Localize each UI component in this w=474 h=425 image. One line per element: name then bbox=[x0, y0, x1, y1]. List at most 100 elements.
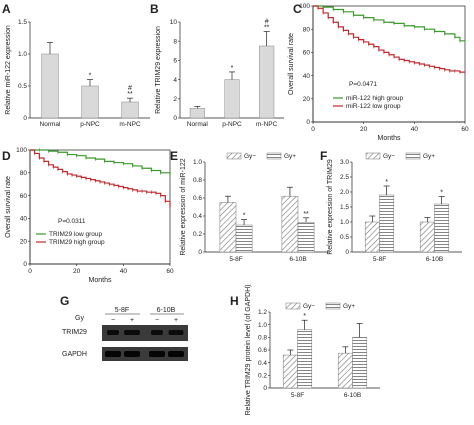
x-axis-label: Months bbox=[378, 135, 401, 142]
legend-swatch bbox=[266, 152, 282, 160]
survival-curve bbox=[313, 5, 465, 42]
panel-letter-c: C bbox=[293, 2, 302, 16]
y-axis-label: Overall survival rate bbox=[288, 33, 295, 95]
x-tick-label: 0 bbox=[311, 126, 315, 133]
panel-letter-a: A bbox=[2, 2, 11, 16]
chart-h-trim29-protein: 0 0.2 0.4 0.6 0.8 1.0 1.2 Relative TRIM29 prote… bbox=[245, 285, 380, 415]
y-tick-label: 80 bbox=[303, 26, 311, 33]
blot-row-label: TRIM29 bbox=[62, 329, 87, 336]
blot-lane-sign: − bbox=[111, 317, 115, 324]
x-tick-label: 0 bbox=[28, 268, 32, 275]
blot-lane-sign: + bbox=[130, 317, 134, 324]
x-tick-label: m-NPC bbox=[119, 121, 141, 128]
significance-mark: * bbox=[89, 73, 92, 80]
blot-band-gapdh bbox=[124, 351, 140, 357]
y-tick-label: 8 bbox=[173, 38, 177, 45]
survival-curve bbox=[313, 5, 465, 73]
y-axis-label: Relative expression of miR-122 bbox=[180, 158, 187, 255]
bar bbox=[297, 222, 315, 253]
bar bbox=[121, 101, 139, 119]
bar bbox=[81, 85, 99, 119]
y-tick-label: 20 bbox=[20, 238, 28, 245]
y-tick-label: 0 bbox=[263, 385, 267, 392]
x-tick-label: Normal bbox=[187, 121, 209, 128]
legend-swatch bbox=[365, 152, 381, 160]
legend-label: miR-122 low group bbox=[346, 103, 401, 110]
blot-row-label: GAPDH bbox=[62, 351, 87, 358]
y-tick-label: 0 bbox=[23, 261, 27, 268]
blot-group-label: 6-10B bbox=[157, 307, 176, 314]
blot-band-gapdh bbox=[105, 351, 121, 357]
blot-strip-gapdh bbox=[102, 347, 188, 361]
legend-label: miR-122 high group bbox=[346, 95, 403, 102]
chart-d-survival-trim29: 0 20 40 60 80 100 Overall survival rate 0 20 40 60… bbox=[5, 147, 174, 284]
bar bbox=[259, 45, 275, 119]
blot-lane-sign: + bbox=[174, 317, 178, 324]
chart-f-trim29-irradiation: 0 0.5 1.0 1.5 2.0 2.5 3.0 Relative expression o… bbox=[327, 152, 462, 263]
blot-band-trim29 bbox=[151, 330, 163, 335]
chart-b-trim29-expression: 0 2 4 6 8 10 Relative TRIM29 expression Normal *… bbox=[155, 19, 284, 128]
significance-mark: ** bbox=[264, 25, 270, 32]
y-tick-label: 100 bbox=[16, 147, 27, 154]
panel-letter-b: B bbox=[150, 2, 159, 16]
x-tick-label: 60 bbox=[461, 126, 469, 133]
significance-mark: # bbox=[265, 19, 269, 26]
blot-band-gapdh bbox=[168, 351, 184, 357]
significance-mark: * bbox=[243, 213, 246, 220]
legend-label: Gy− bbox=[244, 153, 256, 160]
blot-group-label: 5-8F bbox=[115, 307, 129, 314]
legend-label: Gy− bbox=[383, 153, 395, 160]
significance-mark: ** bbox=[127, 91, 133, 98]
x-tick-label: 40 bbox=[411, 126, 419, 133]
y-tick-label: 0.6 bbox=[258, 347, 267, 354]
blot-band-trim29 bbox=[124, 330, 140, 335]
y-tick-label: 1.5 bbox=[18, 19, 27, 26]
panel-letter-f: F bbox=[320, 149, 327, 163]
legend-label: Gy+ bbox=[284, 153, 296, 160]
y-tick-label: 0.2 bbox=[258, 373, 267, 380]
bar bbox=[41, 53, 59, 119]
y-tick-label: 1.0 bbox=[193, 159, 202, 166]
y-tick-label: 3.0 bbox=[340, 159, 349, 166]
panel-letter-e: E bbox=[170, 149, 178, 163]
panel-letter-g: G bbox=[60, 294, 69, 308]
y-tick-label: 0.2 bbox=[193, 231, 202, 238]
plot-frame bbox=[29, 149, 171, 265]
bar bbox=[297, 329, 313, 389]
p-value-label: P=0.0471 bbox=[349, 81, 377, 88]
x-tick-label: 5-8F bbox=[291, 392, 304, 399]
y-tick-label: 0 bbox=[23, 115, 27, 122]
x-tick-label: 6-10B bbox=[289, 256, 306, 263]
bar bbox=[364, 221, 380, 253]
bar bbox=[189, 108, 205, 119]
legend-label: Gy+ bbox=[423, 153, 435, 160]
survival-curve bbox=[30, 149, 171, 176]
panel-letter-d: D bbox=[2, 149, 11, 163]
x-tick-label: p-NPC bbox=[80, 121, 100, 128]
legend-swatch bbox=[285, 302, 301, 310]
western-blot: Gy 5-8F 6-10B − + − + TRIM29 GAPDH bbox=[62, 307, 188, 361]
y-tick-label: 1.5 bbox=[340, 204, 349, 211]
y-tick-label: 0.4 bbox=[193, 213, 202, 220]
y-axis-label: Relative TRIM29 expression bbox=[155, 26, 162, 114]
y-tick-label: 0 bbox=[198, 249, 202, 256]
y-tick-label: 10 bbox=[170, 19, 178, 26]
bar bbox=[281, 195, 299, 253]
y-tick-label: 1.0 bbox=[18, 51, 27, 58]
y-tick-label: 0.5 bbox=[340, 234, 349, 241]
y-tick-label: 60 bbox=[303, 50, 311, 57]
chart-c-survival-mir122: 0 20 40 60 80 100 Overall survival rate 0 20 40 60… bbox=[288, 3, 469, 142]
x-tick-label: p-NPC bbox=[222, 121, 242, 128]
y-tick-label: 0.4 bbox=[258, 360, 267, 367]
legend-label: TRIM29 low group bbox=[49, 231, 102, 238]
x-tick-label: 5-8F bbox=[373, 256, 386, 263]
y-tick-label: 20 bbox=[303, 96, 311, 103]
bar bbox=[235, 224, 253, 253]
significance-mark: ** bbox=[303, 211, 309, 218]
significance-mark: # bbox=[128, 85, 132, 92]
y-tick-label: 0.8 bbox=[193, 177, 202, 184]
bar bbox=[352, 337, 368, 389]
y-tick-label: 0.5 bbox=[18, 83, 27, 90]
bar bbox=[282, 354, 298, 389]
legend-swatch bbox=[405, 152, 421, 160]
